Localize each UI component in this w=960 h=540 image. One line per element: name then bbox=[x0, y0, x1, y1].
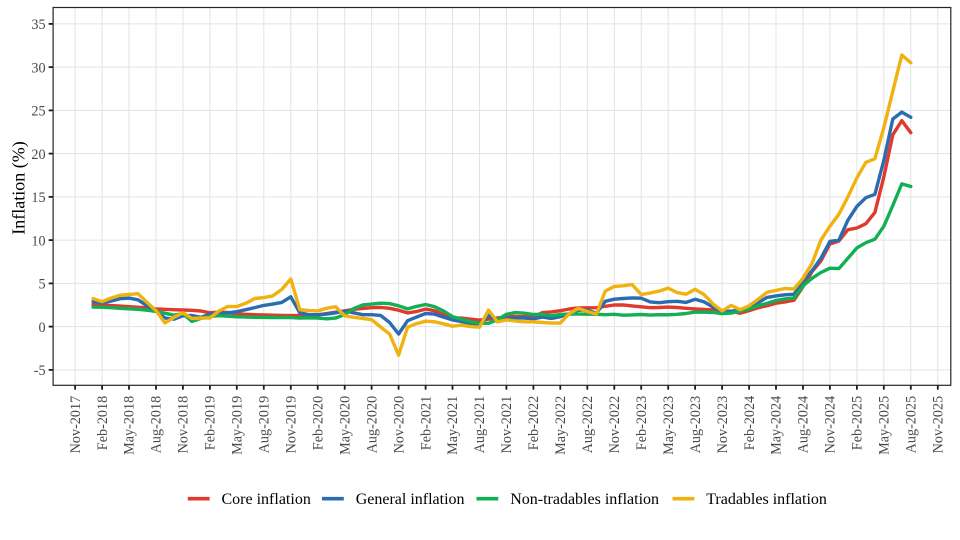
svg-text:Nov-2022: Nov-2022 bbox=[607, 396, 623, 454]
svg-text:May-2022: May-2022 bbox=[553, 396, 569, 455]
svg-text:15: 15 bbox=[31, 190, 45, 206]
svg-text:Aug-2018: Aug-2018 bbox=[149, 396, 165, 454]
svg-text:Feb-2025: Feb-2025 bbox=[850, 396, 866, 450]
svg-text:Feb-2023: Feb-2023 bbox=[634, 396, 650, 450]
svg-text:Tradables inflation: Tradables inflation bbox=[706, 491, 827, 508]
svg-text:Nov-2020: Nov-2020 bbox=[391, 396, 407, 454]
svg-text:Feb-2019: Feb-2019 bbox=[203, 396, 219, 450]
svg-text:Core inflation: Core inflation bbox=[222, 491, 311, 508]
svg-text:Aug-2025: Aug-2025 bbox=[904, 396, 920, 454]
svg-text:May-2024: May-2024 bbox=[769, 396, 785, 455]
svg-text:Inflation (%): Inflation (%) bbox=[9, 141, 30, 234]
svg-text:Aug-2020: Aug-2020 bbox=[364, 396, 380, 454]
svg-text:Nov-2019: Nov-2019 bbox=[284, 396, 300, 454]
svg-text:Nov-2017: Nov-2017 bbox=[68, 396, 84, 454]
svg-text:25: 25 bbox=[31, 104, 45, 120]
svg-text:10: 10 bbox=[31, 233, 45, 249]
svg-text:May-2019: May-2019 bbox=[230, 396, 246, 455]
svg-text:Nov-2021: Nov-2021 bbox=[499, 396, 515, 454]
svg-text:5: 5 bbox=[39, 277, 46, 293]
svg-text:0: 0 bbox=[39, 320, 46, 336]
svg-text:Nov-2023: Nov-2023 bbox=[715, 396, 731, 454]
svg-text:General inflation: General inflation bbox=[356, 491, 465, 508]
svg-text:35: 35 bbox=[31, 17, 45, 33]
svg-text:Feb-2022: Feb-2022 bbox=[526, 396, 542, 450]
svg-text:Feb-2024: Feb-2024 bbox=[742, 396, 758, 450]
svg-text:20: 20 bbox=[31, 147, 45, 163]
svg-text:Aug-2022: Aug-2022 bbox=[580, 396, 596, 454]
svg-text:Aug-2023: Aug-2023 bbox=[688, 396, 704, 454]
svg-text:Aug-2024: Aug-2024 bbox=[796, 396, 812, 454]
svg-text:May-2020: May-2020 bbox=[337, 396, 353, 455]
svg-text:Non-tradables inflation: Non-tradables inflation bbox=[510, 491, 659, 508]
svg-text:30: 30 bbox=[31, 60, 45, 76]
svg-text:-5: -5 bbox=[34, 363, 46, 379]
svg-text:May-2025: May-2025 bbox=[877, 396, 893, 455]
svg-text:Nov-2025: Nov-2025 bbox=[931, 396, 947, 454]
svg-text:May-2021: May-2021 bbox=[445, 396, 461, 455]
svg-text:Feb-2020: Feb-2020 bbox=[310, 396, 326, 450]
svg-text:Feb-2021: Feb-2021 bbox=[418, 396, 434, 450]
svg-text:May-2023: May-2023 bbox=[661, 396, 677, 455]
svg-text:Nov-2024: Nov-2024 bbox=[823, 396, 839, 454]
svg-text:Aug-2019: Aug-2019 bbox=[257, 396, 273, 454]
svg-text:Nov-2018: Nov-2018 bbox=[176, 396, 192, 454]
svg-text:Feb-2018: Feb-2018 bbox=[95, 396, 111, 450]
svg-text:Aug-2021: Aug-2021 bbox=[472, 396, 488, 454]
svg-text:May-2018: May-2018 bbox=[122, 396, 138, 455]
